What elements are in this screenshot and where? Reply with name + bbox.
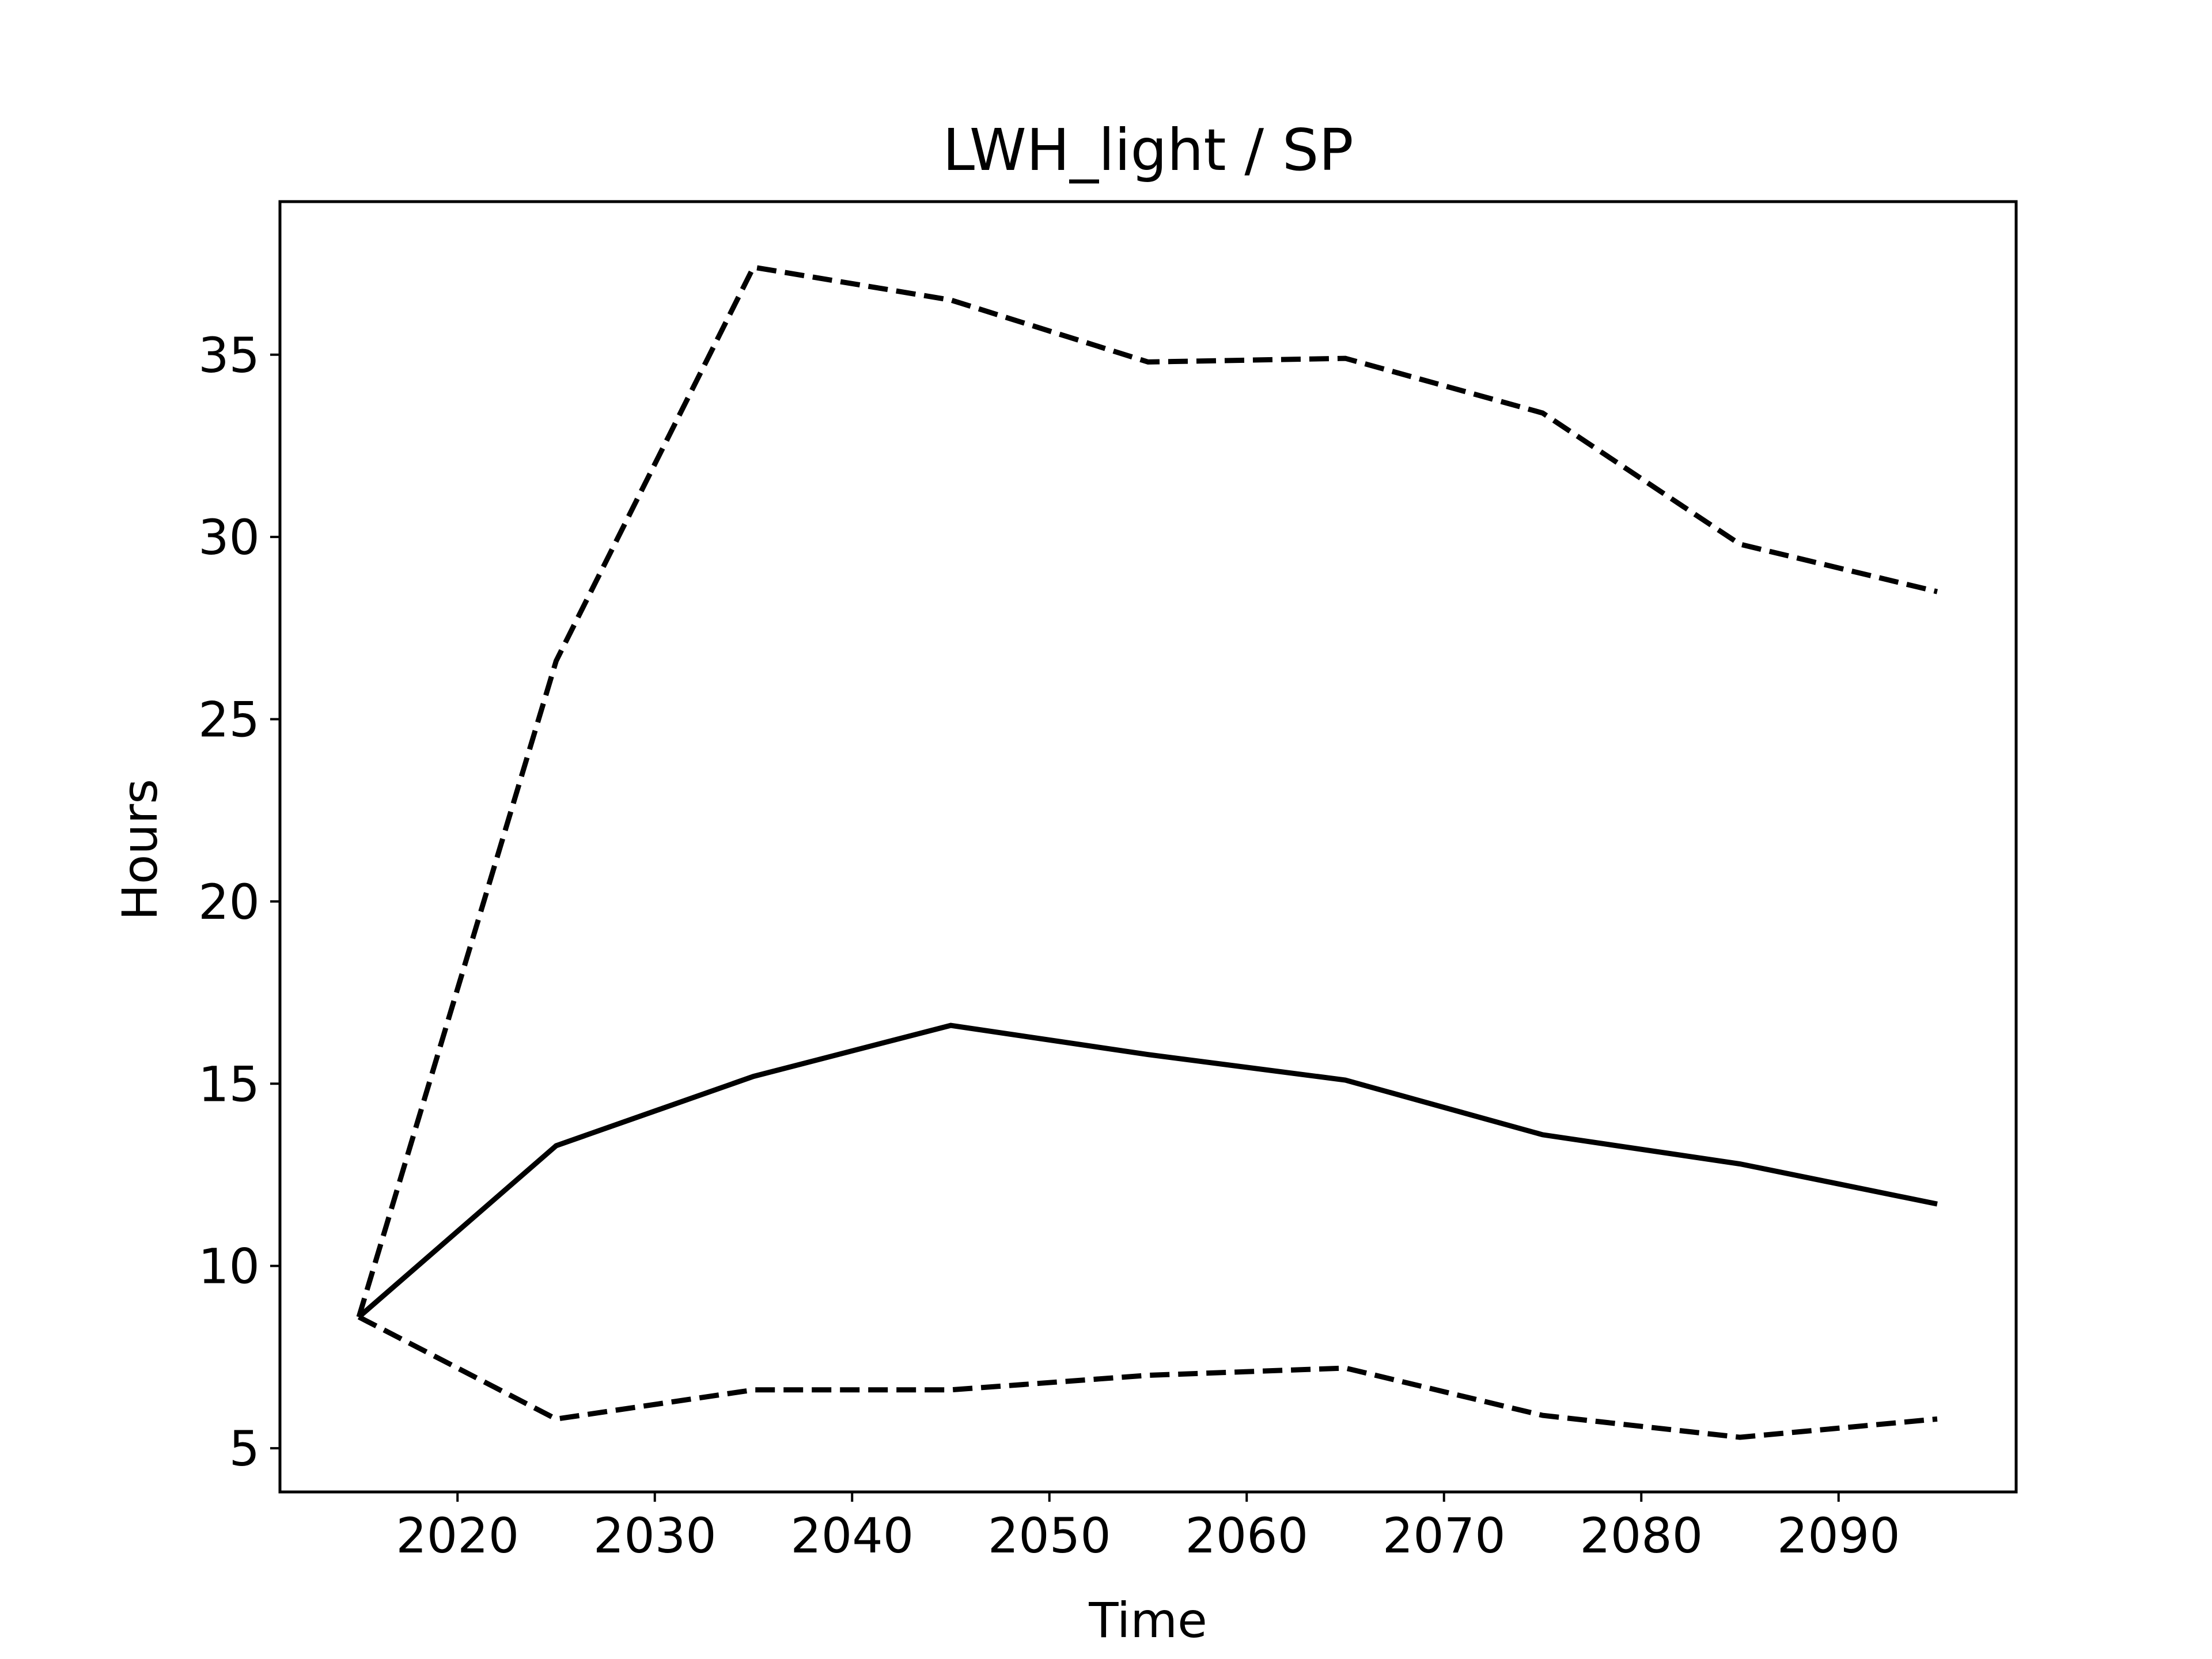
series-line-2	[357, 1022, 1938, 1319]
x-tick-label: 2020	[396, 1508, 519, 1564]
x-axis: 2020 2030 2040 2050 2060 2070 2080 2090	[396, 1492, 1900, 1564]
chart-title: LWH_light / SP	[942, 116, 1353, 184]
y-tick-label: 25	[198, 692, 260, 748]
y-axis-label: Hours	[112, 779, 168, 921]
x-tick-label: 2090	[1777, 1508, 1900, 1564]
x-axis-label: Time	[1088, 1592, 1207, 1649]
series-line-1	[356, 264, 1938, 1318]
y-tick-label: 35	[198, 327, 260, 384]
series-layer	[356, 264, 1938, 1440]
x-tick-label: 2060	[1185, 1508, 1308, 1564]
y-tick-label: 30	[198, 509, 260, 566]
x-tick-label: 2030	[593, 1508, 717, 1564]
x-tick-label: 2070	[1382, 1508, 1506, 1564]
y-tick-label: 5	[229, 1421, 260, 1477]
y-tick-label: 20	[198, 874, 260, 930]
x-tick-label: 2040	[790, 1508, 914, 1564]
x-tick-label: 2080	[1580, 1508, 1703, 1564]
y-axis: 5 10 15 20 25 30 35	[198, 327, 280, 1477]
x-tick-label: 2050	[988, 1508, 1111, 1564]
series-line-3	[357, 1315, 1938, 1440]
plot-frame	[278, 200, 2018, 1494]
y-tick-label: 15	[198, 1056, 260, 1112]
y-tick-label: 10	[198, 1238, 260, 1295]
